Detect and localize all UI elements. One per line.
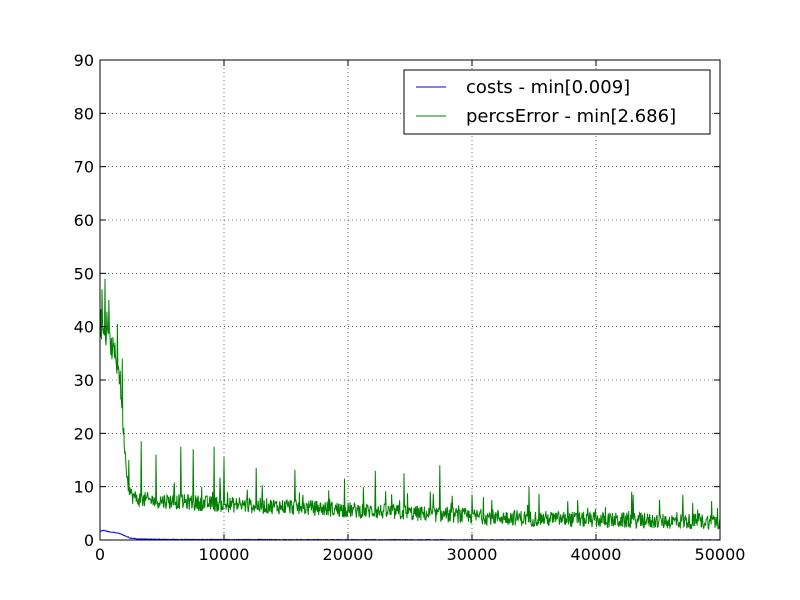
y-tick-label: 80 xyxy=(74,104,94,123)
legend-label-1: percsError - min[2.686] xyxy=(466,106,676,127)
y-tick-label: 50 xyxy=(74,264,94,283)
legend: costs - min[0.009] percsError - min[2.686… xyxy=(403,69,711,135)
y-tick-label: 90 xyxy=(74,51,94,70)
x-tick-label: 10000 xyxy=(199,545,250,564)
y-tick-label: 70 xyxy=(74,158,94,177)
x-tick-label: 20000 xyxy=(323,545,374,564)
y-tick-label: 0 xyxy=(84,531,94,550)
x-tick-label: 30000 xyxy=(447,545,498,564)
x-tick-label: 40000 xyxy=(571,545,622,564)
plot-frame xyxy=(99,59,721,541)
y-tick-label: 10 xyxy=(74,478,94,497)
y-tick-label: 60 xyxy=(74,211,94,230)
series-line-1 xyxy=(99,278,721,530)
x-tick-label: 50000 xyxy=(695,545,746,564)
y-tick-label: 40 xyxy=(74,318,94,337)
y-tick-label: 20 xyxy=(74,424,94,443)
legend-box xyxy=(403,69,711,135)
legend-label-0: costs - min[0.009] xyxy=(466,77,630,98)
axis-ticks: 0 10000 20000 30000 40000 50000 0 10 20 30 40 50 60 7… xyxy=(74,51,746,564)
x-tick-label: 0 xyxy=(95,545,105,564)
y-tick-label: 30 xyxy=(74,371,94,390)
plot-background xyxy=(100,60,720,540)
